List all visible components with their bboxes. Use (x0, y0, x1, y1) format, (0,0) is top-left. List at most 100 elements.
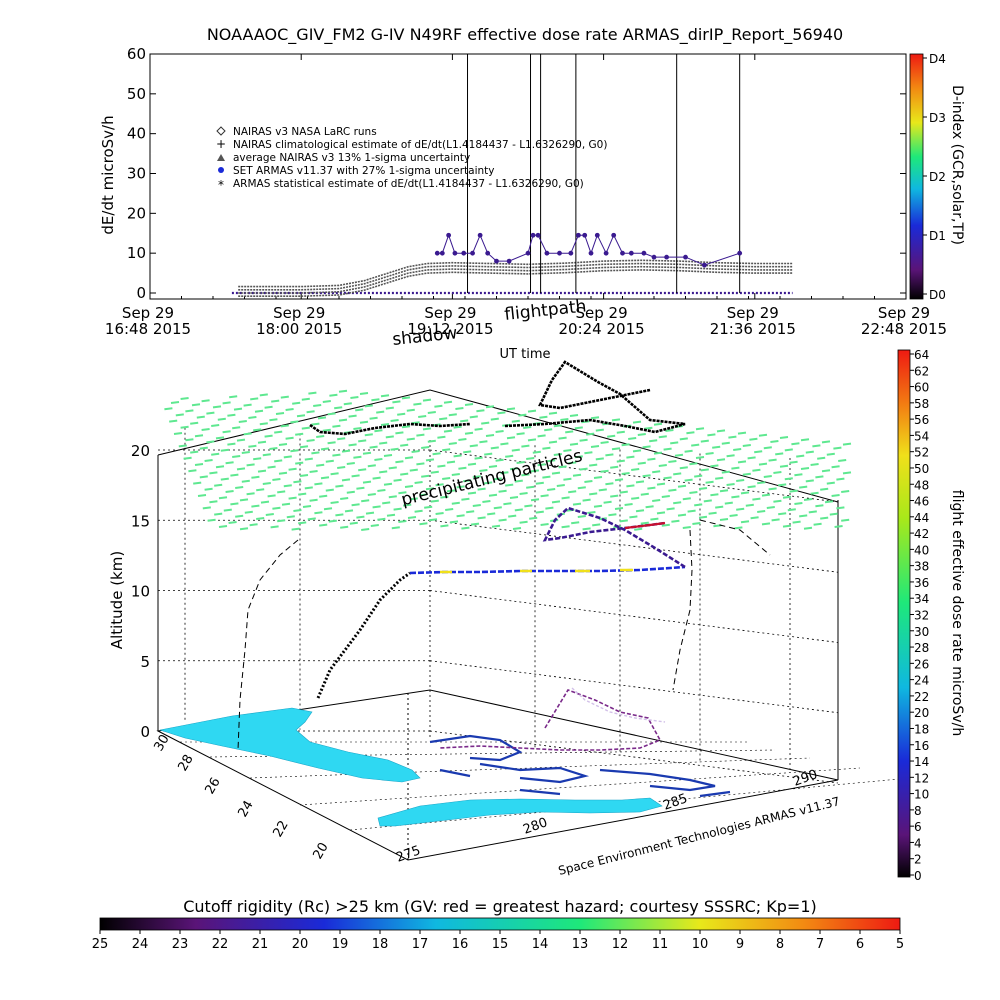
d-index-tick-label: D0 (929, 288, 946, 302)
particle-mark (439, 417, 448, 421)
particle-mark (511, 419, 520, 423)
particle-mark (446, 460, 456, 464)
particle-mark (761, 522, 771, 526)
particle-mark (272, 478, 281, 481)
particle-mark (477, 487, 486, 491)
particle-mark (484, 481, 493, 485)
particle-mark (317, 416, 327, 420)
rc-tick-label: 19 (332, 937, 349, 952)
particle-mark (729, 514, 738, 517)
particle-mark (558, 436, 567, 440)
particle-mark (383, 482, 393, 486)
particle-mark (278, 443, 288, 446)
particle-mark (197, 494, 207, 497)
particle-mark (773, 471, 782, 474)
z-grid-line-back (429, 660, 839, 714)
x-tick-label-date: Sep 29 (576, 304, 628, 322)
cutoff-rigidity-title: Cutoff rigidity (Rc) >25 km (GV: red = g… (183, 897, 817, 916)
flightpath-3d-main (316, 571, 411, 699)
particle-mark (379, 441, 388, 445)
particle-mark (281, 502, 291, 506)
particle-mark (836, 506, 845, 510)
particle-mark (334, 406, 343, 410)
particle-mark (328, 519, 337, 523)
particle-mark (495, 458, 504, 462)
particle-mark (540, 494, 549, 498)
x-tick-label-date: Sep 29 (122, 304, 174, 322)
particle-mark (766, 506, 775, 509)
particle-mark (369, 445, 378, 449)
dose-rate-tick-label: 64 (914, 348, 929, 362)
particle-mark (726, 454, 735, 458)
particle-mark (527, 438, 537, 442)
particle-mark (272, 506, 281, 510)
z-tick-label: 15 (131, 512, 150, 530)
x-tick-label-time: 20:24 2015 (559, 320, 645, 338)
particle-mark (707, 433, 716, 437)
particle-mark (684, 478, 693, 482)
particle-mark (215, 436, 225, 440)
particle-mark (308, 391, 317, 395)
particle-mark (248, 444, 257, 448)
particle-mark (367, 464, 376, 468)
particle-mark (635, 509, 645, 513)
dose-rate-tick-label: 6 (914, 820, 922, 834)
particle-mark (824, 500, 834, 504)
cuba-landmass (377, 797, 663, 827)
particle-mark (820, 516, 829, 520)
particle-mark (338, 418, 348, 422)
particle-mark (579, 438, 588, 442)
dose-rate-tick-label: 52 (914, 446, 929, 460)
particle-mark (214, 483, 223, 487)
particle-mark (593, 504, 603, 508)
particle-mark (805, 450, 814, 454)
particle-mark (469, 415, 478, 419)
armas-data-point (568, 250, 574, 256)
particle-mark (362, 451, 372, 455)
particle-mark (770, 440, 779, 443)
particle-mark (442, 448, 451, 452)
particle-mark (841, 490, 850, 493)
x-tick-label-time: 18:00 2015 (256, 320, 342, 338)
particle-mark (322, 400, 331, 403)
particle-mark (498, 489, 507, 493)
particle-mark (425, 458, 435, 462)
particle-mark (649, 439, 658, 443)
particle-mark (364, 433, 373, 437)
particle-mark (787, 508, 796, 512)
particle-mark (710, 493, 719, 497)
particle-mark (757, 481, 766, 485)
particle-mark (752, 497, 761, 501)
particle-mark (611, 418, 621, 422)
particle-mark (829, 512, 838, 516)
particle-mark (306, 410, 315, 414)
particle-mark (390, 419, 399, 422)
armas-data-point (737, 250, 743, 256)
particle-mark (220, 448, 229, 452)
floor-grid-line (249, 757, 811, 779)
rc-tick-label: 18 (372, 937, 389, 952)
particle-mark (812, 444, 821, 448)
dose-rate-tick-label: 28 (914, 641, 929, 655)
particle-mark (302, 505, 312, 508)
particle-mark (227, 442, 236, 446)
particle-mark (572, 502, 582, 506)
particle-mark (642, 445, 651, 449)
flightpath-dashed-wall-right (672, 529, 693, 691)
particle-mark (422, 398, 432, 402)
particle-mark (666, 507, 675, 511)
particle-mark (313, 404, 322, 407)
particle-mark (789, 489, 798, 493)
particle-mark (731, 495, 740, 499)
particle-mark (285, 408, 294, 411)
particle-mark (256, 517, 265, 520)
particle-mark (530, 498, 540, 502)
particle-mark (516, 432, 525, 436)
z-tick-label: 10 (131, 583, 150, 601)
rc-tick-label: 13 (572, 937, 589, 952)
particle-mark (590, 445, 600, 448)
particle-mark (316, 435, 325, 438)
particle-mark (700, 439, 709, 443)
particle-mark (540, 523, 549, 526)
